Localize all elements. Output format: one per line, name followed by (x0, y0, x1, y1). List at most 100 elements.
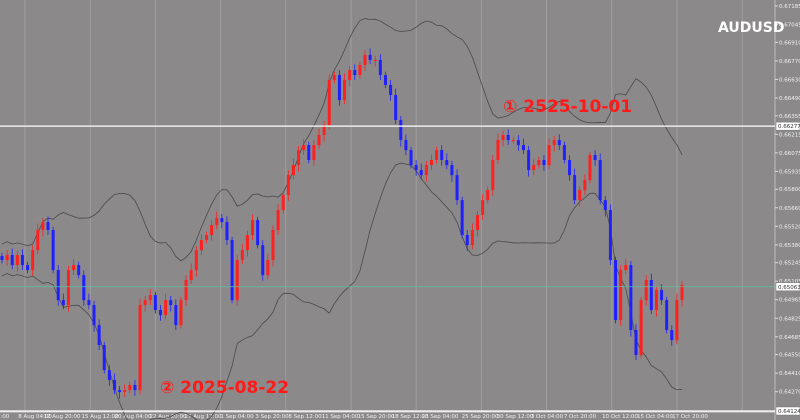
candle-body (312, 145, 316, 161)
candle-body (194, 250, 198, 271)
y-tick-label: 0.66630 (779, 77, 800, 83)
x-tick-label: 7 Oct 20:00 (564, 414, 597, 420)
candle-body (419, 170, 423, 176)
x-tick-label: 30 Sep 12:00 (497, 414, 534, 420)
y-tick-label: 0.67185 (779, 4, 800, 10)
candle-body (348, 70, 352, 80)
candle-body (583, 179, 587, 191)
candle-body (378, 59, 382, 76)
candle-body (164, 300, 168, 316)
candle-body (337, 75, 341, 101)
candle-body (286, 175, 290, 196)
candle-body (184, 280, 188, 301)
candle-body (15, 255, 19, 266)
candle-body (475, 215, 479, 231)
price-level-box (775, 282, 800, 292)
candle-body (624, 265, 628, 271)
x-tick-label: 20 Aug 04:00 (114, 414, 152, 420)
candle-body (189, 270, 193, 281)
x-tick-label: 11 Sep 04:00 (322, 414, 359, 420)
candle-body (496, 140, 500, 161)
y-tick-label: 0.65800 (779, 187, 800, 193)
candle-body (66, 270, 70, 306)
y-tick-label: 0.65660 (779, 206, 800, 212)
x-tick-label: 3 Oct 04:00 (531, 414, 564, 420)
candle-body (302, 145, 306, 151)
y-tick-label: 0.64825 (779, 316, 800, 322)
candle-body (261, 245, 265, 276)
candle-body (199, 240, 203, 251)
y-tick-label: 0.65380 (779, 243, 800, 249)
x-tick-label: 17 Oct 20:00 (672, 414, 708, 420)
candle-body (537, 160, 541, 166)
candle-body (465, 235, 469, 246)
y-tick-label: 0.64965 (779, 298, 800, 304)
candle-body (358, 65, 362, 76)
candle-body (660, 290, 664, 301)
price-level-box (775, 121, 800, 131)
candle-body (665, 300, 669, 331)
candle-body (281, 195, 285, 211)
candle-body (31, 250, 35, 271)
y-tick-label: 0.64685 (779, 335, 800, 341)
candle-body (36, 230, 40, 251)
candle-body (368, 54, 372, 60)
candle-body (322, 125, 326, 136)
candle-body (542, 160, 546, 166)
candle-body (82, 275, 86, 301)
candle-body (174, 305, 178, 326)
x-tick-label: 8 Sep 12:00 (288, 414, 322, 420)
x-tick-label: 15 Aug 12:00 (81, 414, 119, 420)
candle-body (568, 160, 572, 176)
candle-body (87, 300, 91, 306)
candle-body (394, 95, 398, 121)
price-level-label: 0.65063 (778, 285, 800, 291)
candle-body (389, 84, 393, 96)
candle-body (225, 222, 229, 241)
candle-body (383, 75, 387, 85)
candle-body (649, 280, 653, 311)
candle-body (511, 140, 515, 142)
candle-body (552, 140, 556, 146)
symbol-label: AUDUSD (718, 20, 785, 36)
candle-body (169, 300, 173, 306)
candle-body (619, 270, 623, 321)
candle-body (112, 380, 116, 391)
candle-body (102, 345, 106, 371)
candle-body (373, 59, 377, 61)
candle-body (399, 120, 403, 141)
y-tick-label: 0.65105 (779, 279, 800, 285)
candle-body (72, 265, 76, 271)
y-tick-label: 0.66770 (779, 59, 800, 65)
x-tick-label: 25 Sep 20:00 (462, 414, 499, 420)
candle-body (404, 140, 408, 151)
y-tick-label: 0.64270 (779, 390, 800, 396)
candle-body (210, 225, 214, 236)
candle-body (460, 200, 464, 236)
candle-body (608, 210, 612, 261)
candle-body (297, 150, 301, 166)
candle-body (56, 270, 60, 301)
candle-body (470, 230, 474, 246)
candle-body (251, 220, 255, 236)
candle-body (46, 222, 50, 231)
candle-body (614, 260, 618, 321)
candle-body (307, 145, 311, 161)
candle-body (343, 79, 347, 101)
x-tick-label: :00 (1, 414, 10, 420)
candle-body (670, 330, 674, 341)
candle-body (455, 175, 459, 201)
candle-body (179, 300, 183, 326)
y-tick-label: 0.64410 (779, 371, 800, 377)
x-tick-label: 10 Oct 12:00 (602, 414, 638, 420)
candle-body (557, 140, 561, 146)
y-tick-label: 0.66355 (779, 114, 800, 120)
x-tick-label: 8 Aug 04:00 (18, 414, 52, 420)
price-level-label: 0.64124 (778, 409, 800, 415)
candle-body (588, 154, 592, 180)
y-tick-label: 0.65245 (779, 261, 800, 267)
candle-body (424, 165, 428, 176)
candle-body (639, 300, 643, 356)
